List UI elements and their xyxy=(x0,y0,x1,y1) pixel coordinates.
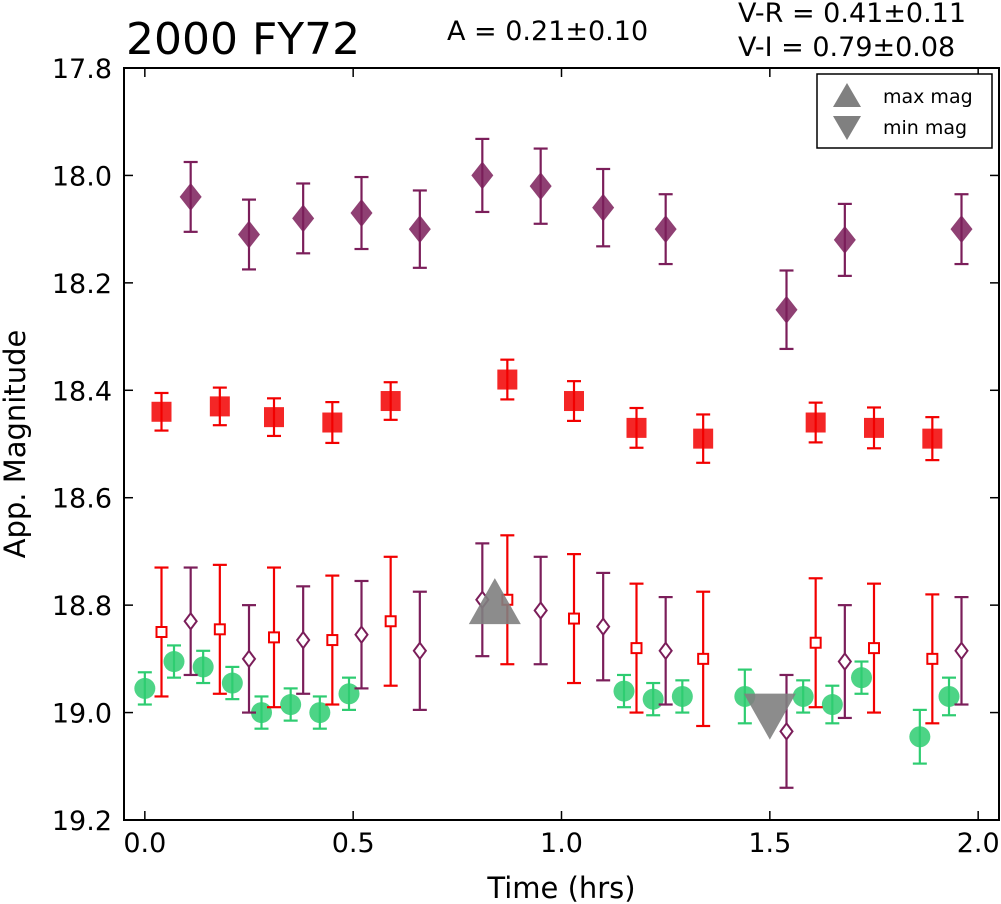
x-tick-label: 0.5 xyxy=(332,828,375,859)
r-shifted-point xyxy=(630,642,643,655)
y-tick-label: 19.2 xyxy=(52,806,112,837)
r-shifted-point xyxy=(384,615,397,628)
i-point xyxy=(775,295,798,324)
y-tick-label: 18.6 xyxy=(52,484,112,515)
v-point xyxy=(792,685,814,707)
amplitude-annotation: A = 0.21±0.10 xyxy=(447,16,649,47)
i-shifted-point xyxy=(954,641,969,661)
chart-title: 2000 FY72 xyxy=(126,14,361,65)
v-i-color-annotation: V-I = 0.79±0.08 xyxy=(738,32,956,63)
r-point xyxy=(805,412,826,433)
i-shifted-point xyxy=(779,721,794,742)
y-tick-label: 17.8 xyxy=(52,54,112,85)
i-point xyxy=(238,220,260,249)
r-shifted-point xyxy=(326,634,339,647)
i-point xyxy=(529,172,552,201)
v-point xyxy=(134,677,156,699)
y-axis-label: App. Magnitude xyxy=(0,330,32,559)
r-point xyxy=(693,428,714,449)
x-tick-label: 1.5 xyxy=(748,828,791,859)
x-tick-label: 0.0 xyxy=(123,828,166,859)
v-point xyxy=(642,688,664,710)
v-point xyxy=(163,651,185,673)
v-point xyxy=(309,702,331,724)
legend-max-mag-icon xyxy=(833,83,861,107)
v-point xyxy=(192,656,214,678)
v-point xyxy=(851,667,872,689)
y-tick-label: 18.0 xyxy=(52,161,112,192)
r-shifted-point xyxy=(697,652,710,665)
v-point xyxy=(338,683,360,705)
i-shifted-point xyxy=(295,630,311,650)
v-point xyxy=(221,672,243,694)
i-point xyxy=(950,215,973,244)
v-point xyxy=(251,702,272,724)
r-shifted-point xyxy=(926,652,939,665)
i-shifted-point xyxy=(658,641,673,661)
i-point xyxy=(408,215,431,244)
x-tick-label: 2.0 xyxy=(957,828,1000,859)
x-tick-label: 1.0 xyxy=(540,828,583,859)
r-shifted-point xyxy=(809,636,822,649)
legend-min-mag-icon xyxy=(833,116,861,140)
r-shifted-point xyxy=(268,631,280,644)
v-point xyxy=(613,680,635,702)
v-point xyxy=(280,694,302,716)
i-point xyxy=(592,193,615,222)
r-point xyxy=(209,396,230,417)
v-point xyxy=(821,694,843,716)
i-shifted-point xyxy=(412,641,428,661)
r-point xyxy=(380,391,401,412)
r-shifted-point xyxy=(155,626,168,638)
i-shifted-point xyxy=(837,651,853,672)
legend-label: min mag xyxy=(883,117,967,139)
v-point xyxy=(671,685,693,707)
min-mag-marker xyxy=(743,693,796,740)
r-point xyxy=(864,417,884,438)
y-tick-label: 19.0 xyxy=(52,699,112,730)
i-point xyxy=(654,215,677,244)
i-shifted-point xyxy=(595,616,611,637)
max-mag-marker xyxy=(468,578,521,625)
y-tick-label: 18.8 xyxy=(52,591,112,622)
i-point xyxy=(833,225,856,254)
r-point xyxy=(922,428,943,449)
i-point xyxy=(471,161,494,190)
v-r-color-annotation: V-R = 0.41±0.11 xyxy=(738,0,967,29)
i-point xyxy=(292,204,315,233)
r-shifted-point xyxy=(213,623,226,636)
y-tick-label: 18.4 xyxy=(52,376,112,407)
i-point xyxy=(179,182,202,211)
legend-label: max mag xyxy=(883,86,973,108)
r-point xyxy=(626,417,647,438)
r-point xyxy=(151,401,172,422)
v-point xyxy=(938,685,960,707)
i-shifted-point xyxy=(354,625,369,645)
i-shifted-point xyxy=(533,600,548,621)
v-point xyxy=(909,726,931,748)
r-shifted-point xyxy=(568,612,580,625)
i-shifted-point xyxy=(183,611,198,631)
r-shifted-point xyxy=(868,642,880,655)
y-tick-label: 18.2 xyxy=(52,269,112,300)
r-point xyxy=(322,412,343,433)
i-point xyxy=(350,199,373,228)
r-point xyxy=(564,391,584,412)
r-point xyxy=(264,407,284,428)
i-shifted-point xyxy=(241,649,257,669)
x-axis-label: Time (hrs) xyxy=(486,871,635,904)
r-point xyxy=(497,369,518,390)
